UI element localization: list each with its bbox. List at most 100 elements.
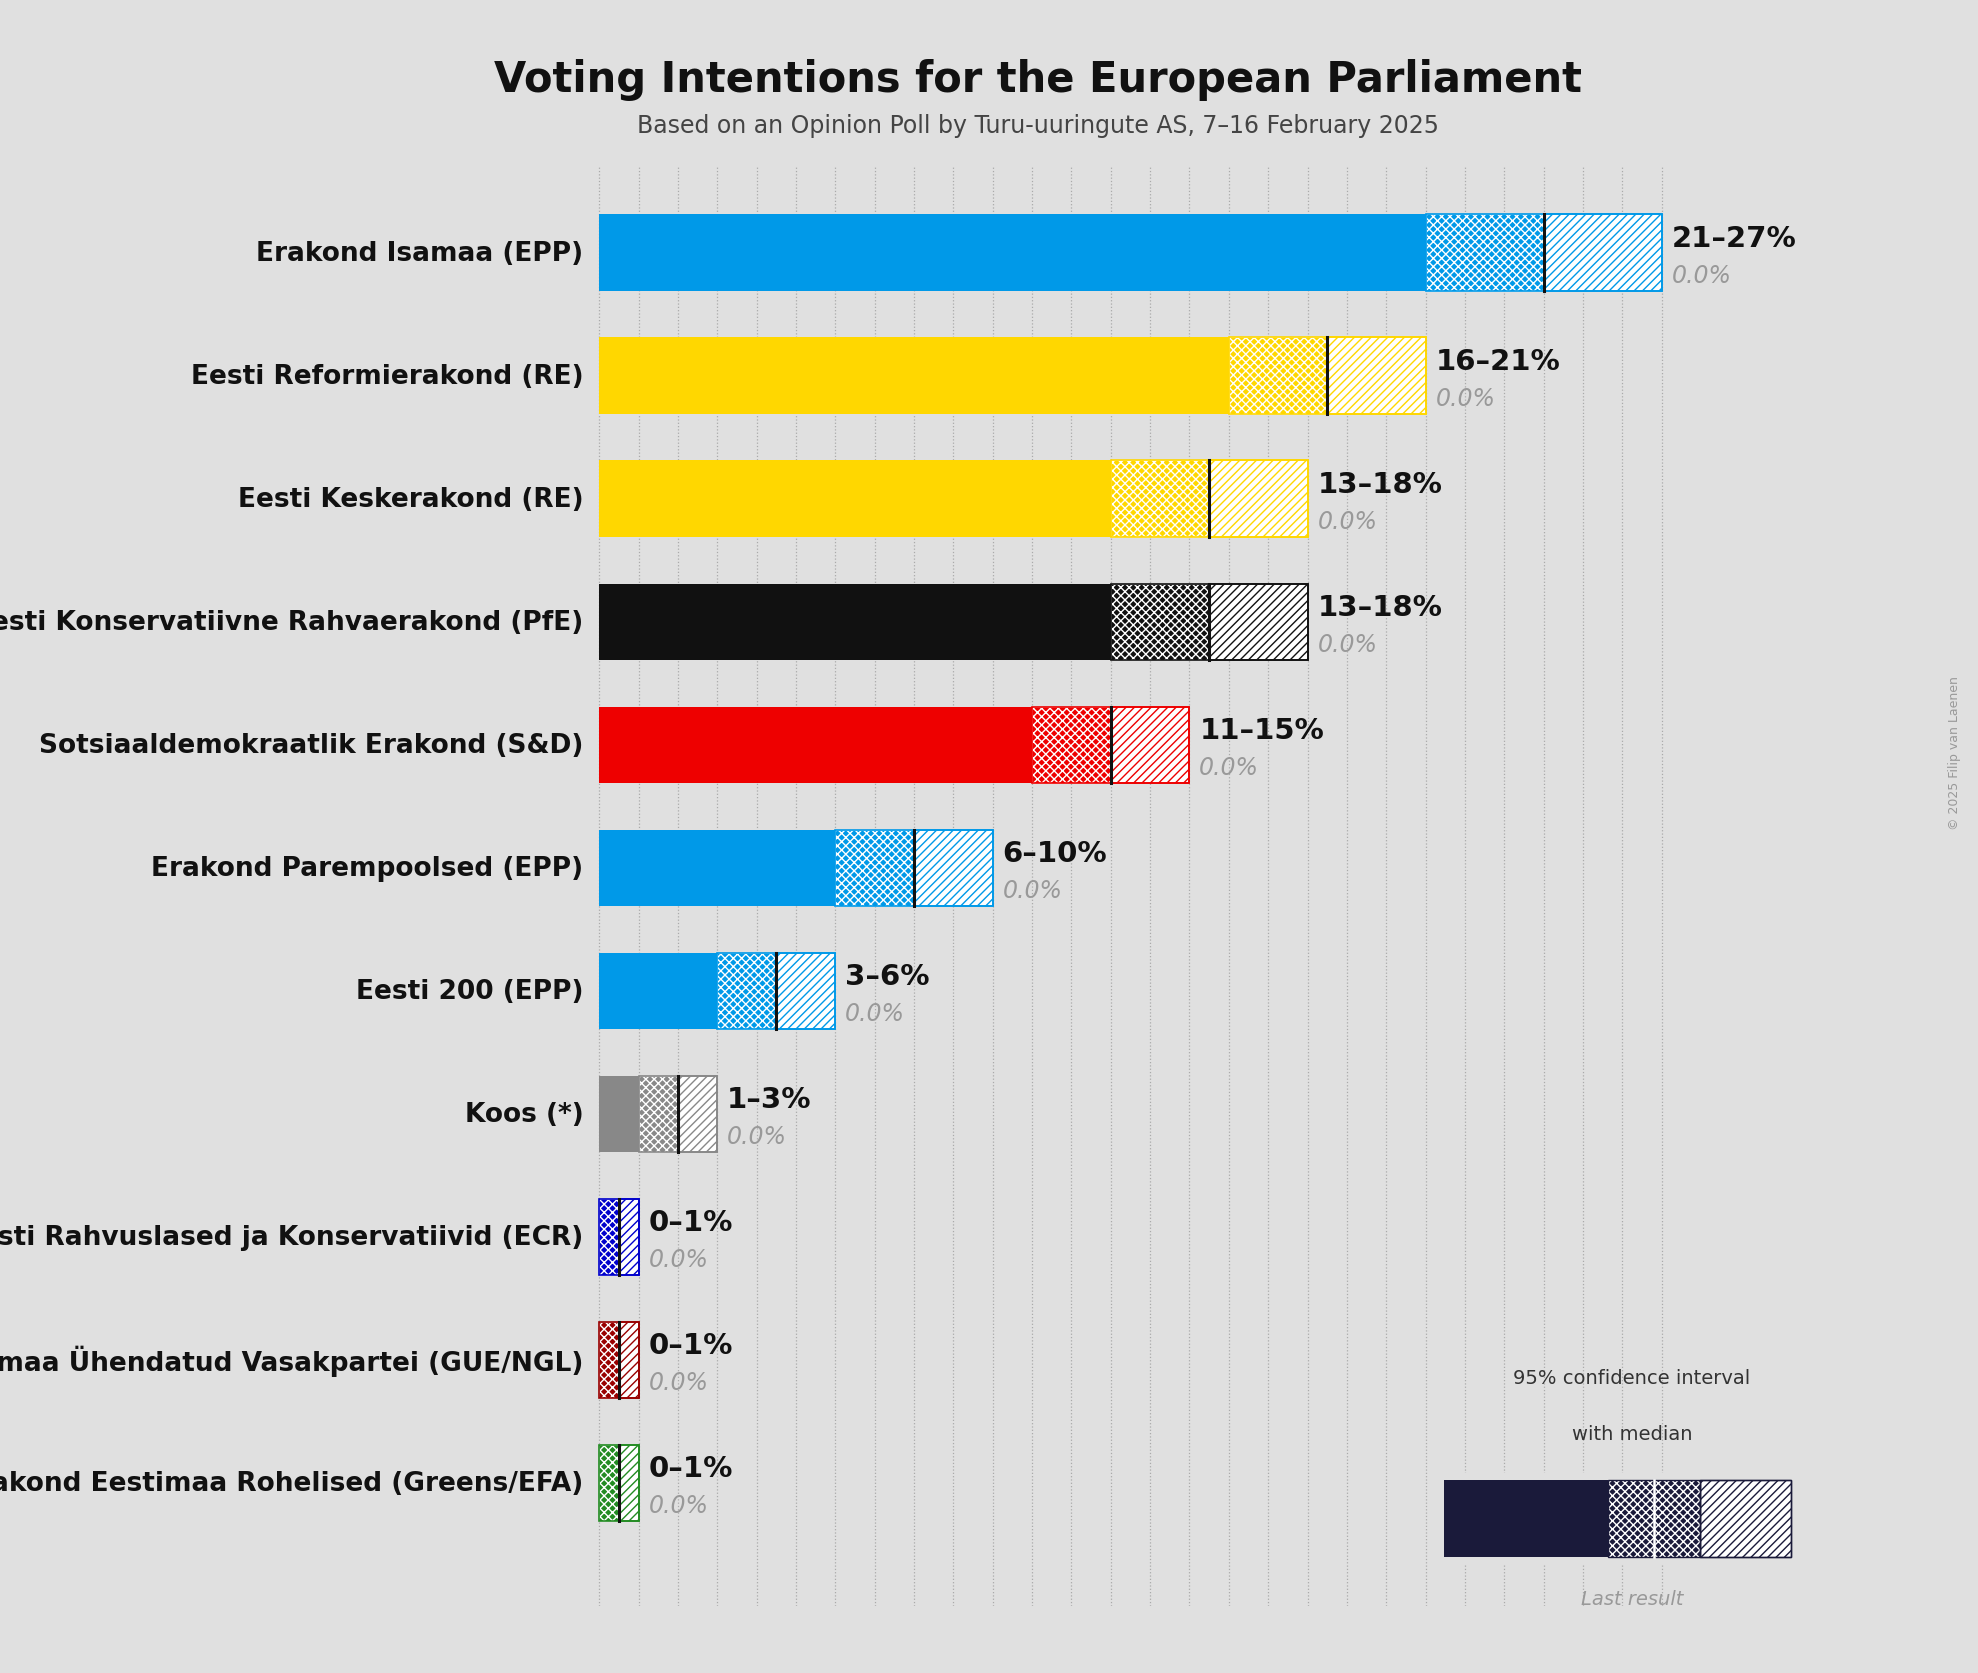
Bar xyxy=(599,954,718,1029)
Text: 0–1%: 0–1% xyxy=(649,1208,734,1236)
Text: 11–15%: 11–15% xyxy=(1199,716,1323,744)
Text: with median: with median xyxy=(1573,1424,1691,1444)
Bar xyxy=(1209,584,1307,661)
Text: Eesti Reformierakond (RE): Eesti Reformierakond (RE) xyxy=(192,363,584,390)
Bar xyxy=(599,1445,619,1521)
Text: © 2025 Filip van Laenen: © 2025 Filip van Laenen xyxy=(1948,676,1960,830)
Text: 0.0%: 0.0% xyxy=(1671,264,1731,288)
Bar xyxy=(1608,1479,1699,1558)
Bar xyxy=(1608,1479,1699,1558)
Bar xyxy=(1209,462,1307,537)
Bar xyxy=(619,1200,639,1275)
Bar xyxy=(1033,708,1112,783)
Text: 0–1%: 0–1% xyxy=(649,1454,734,1482)
Bar xyxy=(599,462,1112,537)
Bar xyxy=(599,584,1112,661)
Bar xyxy=(718,954,775,1029)
Bar xyxy=(1033,708,1112,783)
Text: 3–6%: 3–6% xyxy=(845,962,930,990)
Bar xyxy=(639,1076,678,1153)
Bar xyxy=(835,830,914,907)
Text: Voting Intentions for the European Parliament: Voting Intentions for the European Parli… xyxy=(494,59,1582,100)
Bar xyxy=(619,1200,639,1275)
Bar xyxy=(1112,584,1209,661)
Bar xyxy=(1699,1479,1792,1558)
Text: Erakond Eestimaa Rohelised (Greens/EFA): Erakond Eestimaa Rohelised (Greens/EFA) xyxy=(0,1471,584,1496)
Bar xyxy=(599,1322,619,1399)
Text: 0–1%: 0–1% xyxy=(649,1332,734,1360)
Bar xyxy=(718,954,775,1029)
Text: 0.0%: 0.0% xyxy=(728,1124,787,1148)
Bar xyxy=(835,830,914,907)
Bar xyxy=(1112,462,1209,537)
Bar xyxy=(639,1076,678,1153)
Text: 0.0%: 0.0% xyxy=(1436,386,1495,410)
Bar xyxy=(1209,584,1307,661)
Bar xyxy=(1112,708,1189,783)
Text: 6–10%: 6–10% xyxy=(1003,840,1108,868)
Bar xyxy=(1426,216,1543,291)
Bar xyxy=(1327,338,1426,415)
Bar xyxy=(1543,216,1662,291)
Text: 0.0%: 0.0% xyxy=(1317,632,1377,656)
Bar xyxy=(1033,708,1112,783)
Bar xyxy=(1209,462,1307,537)
Bar xyxy=(599,1200,619,1275)
Text: Erakond Isamaa (EPP): Erakond Isamaa (EPP) xyxy=(257,241,584,266)
Text: 21–27%: 21–27% xyxy=(1671,224,1796,253)
Bar xyxy=(1426,216,1543,291)
Bar xyxy=(599,708,1033,783)
Bar xyxy=(1228,338,1327,415)
Text: Eesti Rahvuslased ja Konservatiivid (ECR): Eesti Rahvuslased ja Konservatiivid (ECR… xyxy=(0,1225,584,1250)
Bar xyxy=(639,1076,678,1153)
Bar xyxy=(599,1445,619,1521)
Bar xyxy=(678,1076,718,1153)
Text: Eesti 200 (EPP): Eesti 200 (EPP) xyxy=(356,979,584,1004)
Text: 13–18%: 13–18% xyxy=(1317,594,1442,622)
Bar xyxy=(1112,584,1209,661)
Bar xyxy=(678,1076,718,1153)
Bar xyxy=(599,1200,619,1275)
Text: 13–18%: 13–18% xyxy=(1317,470,1442,499)
Bar xyxy=(619,1322,639,1399)
Bar xyxy=(1228,338,1327,415)
Text: Sotsiaaldemokraatlik Erakond (S&D): Sotsiaaldemokraatlik Erakond (S&D) xyxy=(40,733,584,758)
Text: 0.0%: 0.0% xyxy=(845,1002,906,1026)
Bar xyxy=(775,954,835,1029)
Bar xyxy=(1608,1479,1699,1558)
Text: Eesti Konservatiivne Rahvaerakond (PfE): Eesti Konservatiivne Rahvaerakond (PfE) xyxy=(0,609,584,636)
Bar xyxy=(599,338,1228,415)
Bar xyxy=(1699,1479,1792,1558)
Text: Erakond Parempoolsed (EPP): Erakond Parempoolsed (EPP) xyxy=(152,855,584,882)
Bar xyxy=(619,1322,639,1399)
Text: Based on an Opinion Poll by Turu-uuringute AS, 7–16 February 2025: Based on an Opinion Poll by Turu-uuringu… xyxy=(637,114,1440,137)
Bar xyxy=(599,1445,619,1521)
Bar xyxy=(1112,708,1189,783)
Bar xyxy=(835,830,914,907)
Bar xyxy=(619,1445,639,1521)
Bar xyxy=(599,1076,639,1153)
Text: 0.0%: 0.0% xyxy=(649,1494,708,1517)
Text: 1–3%: 1–3% xyxy=(728,1086,811,1114)
Text: 0.0%: 0.0% xyxy=(649,1248,708,1271)
Text: 0.0%: 0.0% xyxy=(649,1370,708,1394)
Bar xyxy=(718,954,775,1029)
Text: 16–21%: 16–21% xyxy=(1436,348,1561,375)
Bar xyxy=(599,216,1426,291)
Bar xyxy=(775,954,835,1029)
Text: 0.0%: 0.0% xyxy=(1317,510,1377,534)
Text: 0.0%: 0.0% xyxy=(1003,878,1062,902)
Bar xyxy=(1112,462,1209,537)
Text: Eestimaa Ühendatud Vasakpartei (GUE/NGL): Eestimaa Ühendatud Vasakpartei (GUE/NGL) xyxy=(0,1345,584,1375)
Bar xyxy=(1112,462,1209,537)
Bar xyxy=(599,1322,619,1399)
Bar xyxy=(914,830,993,907)
Bar xyxy=(599,830,835,907)
Text: Koos (*): Koos (*) xyxy=(465,1101,584,1128)
Bar xyxy=(1543,216,1662,291)
Text: 95% confidence interval: 95% confidence interval xyxy=(1513,1369,1751,1387)
Text: Last result: Last result xyxy=(1580,1589,1683,1608)
Bar xyxy=(1426,216,1543,291)
Bar xyxy=(619,1445,639,1521)
Bar xyxy=(1112,584,1209,661)
